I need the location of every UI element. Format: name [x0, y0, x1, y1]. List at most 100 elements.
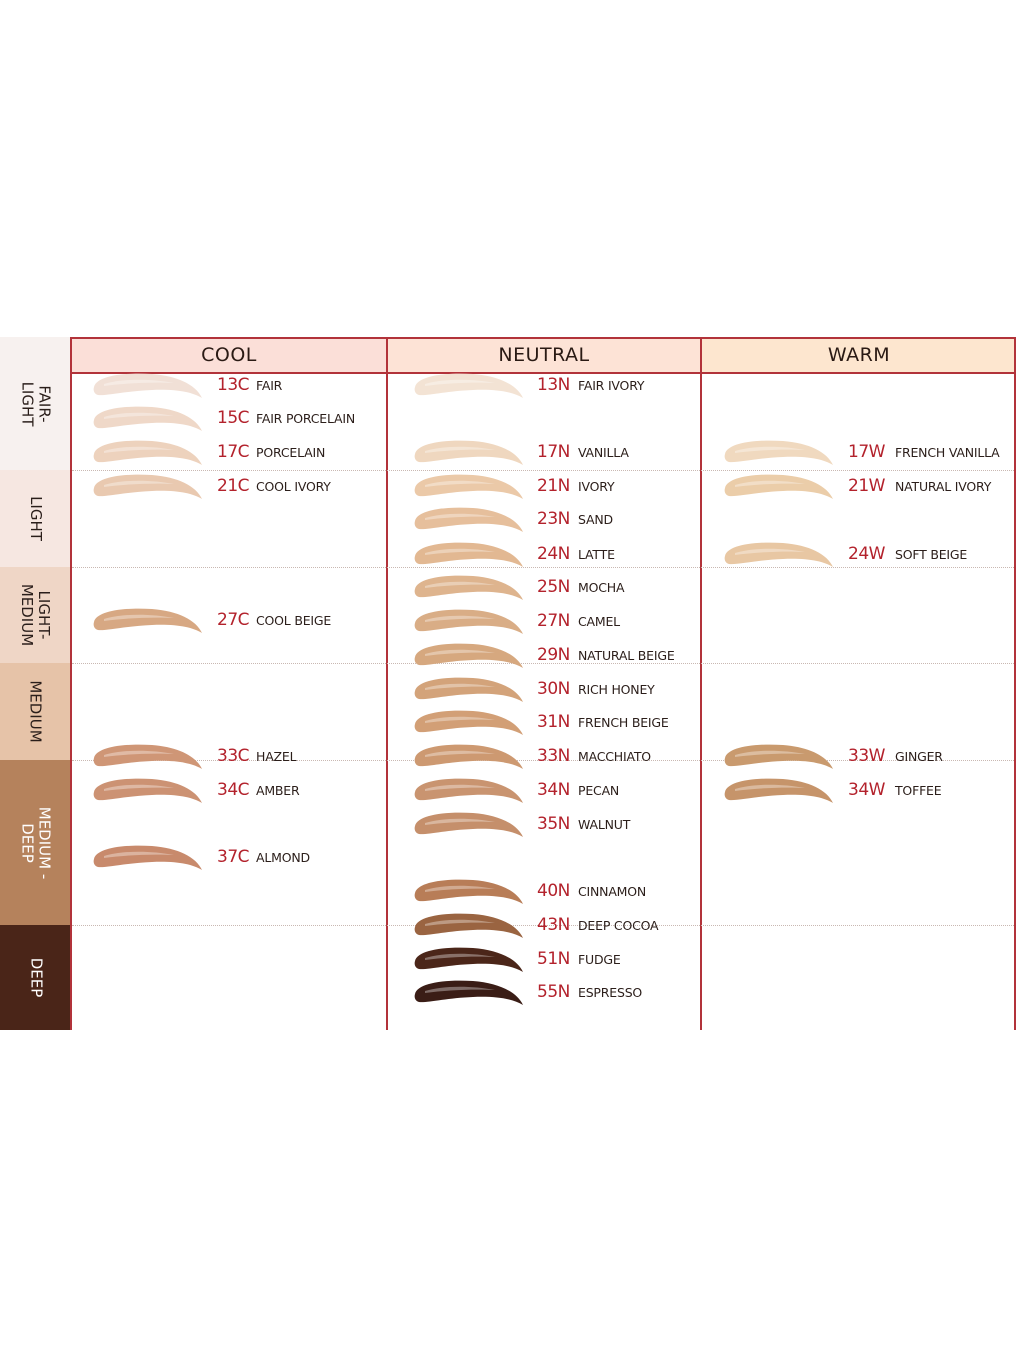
shade-entry-31n: 31N FRENCH BEIGE — [411, 706, 701, 740]
shade-name: CAMEL — [578, 614, 620, 629]
shade-name: DEEP COCOA — [578, 918, 659, 933]
swatch-35n — [414, 812, 523, 837]
shade-entry-51n: 51N FUDGE — [411, 943, 701, 977]
shade-entry-21w: 21W NATURAL IVORY — [721, 470, 1011, 504]
shade-entry-35n: 35N WALNUT — [411, 808, 701, 842]
shade-entry-25n: 25N MOCHA — [411, 571, 701, 605]
shade-entry-33w: 33W GINGER — [721, 740, 1011, 774]
swatch-24n — [414, 542, 523, 567]
shade-code: 29N — [537, 645, 570, 665]
shade-code: 33N — [537, 746, 570, 766]
shade-name: PORCELAIN — [256, 445, 326, 460]
shade-chart: COOL NEUTRAL WARM FAIR- LIGHT LIGHT LIGH… — [0, 337, 1024, 1030]
row-label-medium-deep: MEDIUM - DEEP — [0, 760, 71, 925]
swatch-13c — [93, 373, 202, 398]
shade-entry-15c: 15C FAIR PORCELAIN — [90, 402, 380, 436]
row-divider — [72, 663, 1014, 664]
shade-code: 17C — [217, 442, 250, 462]
shade-name: CINNAMON — [578, 884, 647, 899]
row-label-text: FAIR- LIGHT — [18, 381, 54, 426]
column-header-cool: COOL — [72, 338, 386, 372]
shade-entry-55n: 55N ESPRESSO — [411, 976, 701, 1010]
shade-code: 21C — [217, 476, 250, 496]
shade-code: 43N — [537, 915, 570, 935]
shade-name: ESPRESSO — [578, 985, 643, 1000]
shade-name: SOFT BEIGE — [895, 547, 968, 562]
shade-entry-27c: 27C COOL BEIGE — [90, 604, 380, 638]
row-divider — [72, 567, 1014, 568]
top-border — [71, 337, 1016, 339]
swatch-27n — [414, 609, 523, 634]
row-label-light: LIGHT — [0, 470, 71, 567]
swatch-37c — [93, 845, 202, 870]
swatch-24w — [724, 542, 833, 567]
shade-code: 37C — [217, 847, 250, 867]
shade-entry-34c: 34C AMBER — [90, 774, 380, 808]
shade-code: 21N — [537, 476, 570, 496]
column-label: COOL — [201, 344, 257, 366]
shade-name: FRENCH BEIGE — [578, 715, 669, 730]
row-label-text: LIGHT- MEDIUM — [18, 583, 54, 647]
swatch-34c — [93, 778, 202, 803]
column-divider — [700, 337, 702, 1030]
shade-entry-43n: 43N DEEP COCOA — [411, 909, 701, 943]
shade-entry-30n: 30N RICH HONEY — [411, 673, 701, 707]
shade-code: 33W — [848, 746, 885, 766]
shade-name: VANILLA — [578, 445, 629, 460]
shade-code: 23N — [537, 509, 570, 529]
shade-entry-27n: 27N CAMEL — [411, 605, 701, 639]
shade-name: ALMOND — [256, 850, 310, 865]
shade-entry-40n: 40N CINNAMON — [411, 875, 701, 909]
shade-name: COOL IVORY — [256, 479, 331, 494]
swatch-33n — [414, 744, 523, 769]
swatch-27c — [93, 608, 202, 633]
shade-name: FRENCH VANILLA — [895, 445, 1000, 460]
shade-name: IVORY — [578, 479, 615, 494]
shade-code: 13C — [217, 375, 250, 395]
swatch-34n — [414, 778, 523, 803]
shade-entry-34w: 34W TOFFEE — [721, 774, 1011, 808]
row-label-text: MEDIUM — [26, 680, 45, 743]
row-label-medium: MEDIUM — [0, 663, 71, 760]
shade-code: 15C — [217, 408, 250, 428]
shade-name: COOL BEIGE — [256, 613, 332, 628]
shade-entry-33c: 33C HAZEL — [90, 740, 380, 774]
shade-entry-24n: 24N LATTE — [411, 538, 701, 572]
column-divider — [70, 337, 72, 1030]
swatch-17w — [724, 440, 833, 465]
shade-entry-23n: 23N SAND — [411, 503, 701, 537]
header-border — [71, 372, 1016, 374]
shade-name: LATTE — [578, 547, 615, 562]
shade-name: MOCHA — [578, 580, 625, 595]
shade-code: 25N — [537, 577, 570, 597]
column-divider — [1014, 337, 1016, 1030]
shade-code: 21W — [848, 476, 885, 496]
shade-entry-34n: 34N PECAN — [411, 774, 701, 808]
shade-entry-13n: 13N FAIR IVORY — [411, 369, 701, 403]
swatch-55n — [414, 980, 523, 1005]
shade-name: FAIR PORCELAIN — [256, 411, 356, 426]
shade-code: 34W — [848, 780, 885, 800]
shade-name: WALNUT — [578, 817, 631, 832]
column-header-neutral: NEUTRAL — [388, 338, 700, 372]
shade-code: 17N — [537, 442, 570, 462]
shade-entry-13c: 13C FAIR — [90, 369, 380, 403]
row-label-text: DEEP — [27, 957, 45, 998]
shade-name: AMBER — [256, 783, 300, 798]
shade-name: FAIR IVORY — [578, 378, 645, 393]
shade-entry-17w: 17W FRENCH VANILLA — [721, 436, 1011, 470]
shade-code: 30N — [537, 679, 570, 699]
swatch-17c — [93, 440, 202, 465]
shade-name: TOFFEE — [895, 783, 942, 798]
swatch-23n — [414, 507, 523, 532]
shade-name: RICH HONEY — [578, 682, 655, 697]
shade-code: 35N — [537, 814, 570, 834]
swatch-21c — [93, 474, 202, 499]
row-divider — [72, 925, 1014, 926]
shade-name: FAIR — [256, 378, 283, 393]
shade-entry-24w: 24W SOFT BEIGE — [721, 538, 1011, 572]
shade-code: 34N — [537, 780, 570, 800]
swatch-13n — [414, 373, 523, 398]
shade-code: 40N — [537, 881, 570, 901]
swatch-29n — [414, 643, 523, 668]
